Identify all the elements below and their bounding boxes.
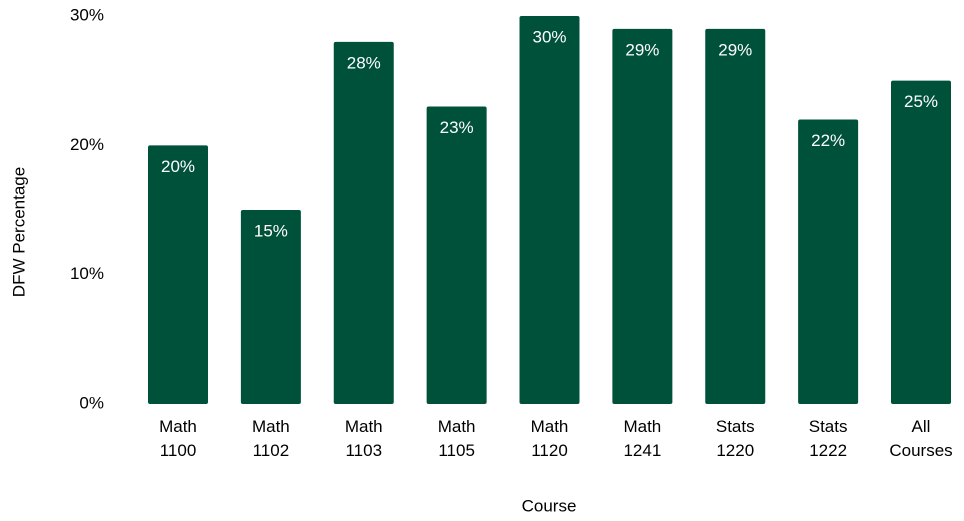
value-label: 22%: [811, 131, 845, 150]
y-axis-title: DFW Percentage: [9, 167, 28, 297]
bar: [798, 119, 859, 404]
value-label: 20%: [161, 157, 195, 176]
x-tick-label: Math 1120: [531, 417, 569, 460]
y-tick-label: 10%: [70, 264, 104, 283]
bar: [705, 28, 766, 405]
x-tick-label: Math 1100: [159, 417, 197, 460]
bar: [426, 106, 487, 405]
bar: [240, 210, 301, 404]
bar: [519, 16, 580, 404]
value-label: 29%: [718, 40, 752, 59]
bar: [612, 28, 673, 405]
bar: [333, 41, 394, 404]
value-label: 23%: [440, 118, 474, 137]
y-tick-label: 20%: [70, 135, 104, 154]
x-tick-label: All Courses: [889, 417, 952, 460]
x-tick-label: Stats 1222: [809, 417, 848, 460]
bar: [148, 145, 208, 405]
x-tick-label: Math 1102: [252, 417, 290, 460]
value-label: 28%: [347, 53, 381, 72]
value-label: 25%: [904, 92, 938, 111]
x-tick-label: Math 1103: [345, 417, 383, 460]
y-tick-label: 0%: [79, 393, 104, 412]
y-tick-label: 30%: [70, 5, 104, 24]
x-axis-title: Course: [522, 496, 577, 515]
x-tick-label: Math 1241: [623, 417, 661, 460]
value-label: 15%: [254, 221, 288, 240]
value-label: 30%: [532, 27, 566, 46]
value-label: 29%: [625, 40, 659, 59]
x-tick-label: Stats 1220: [716, 417, 755, 460]
bar: [891, 80, 951, 405]
x-tick-label: Math 1105: [438, 417, 476, 460]
